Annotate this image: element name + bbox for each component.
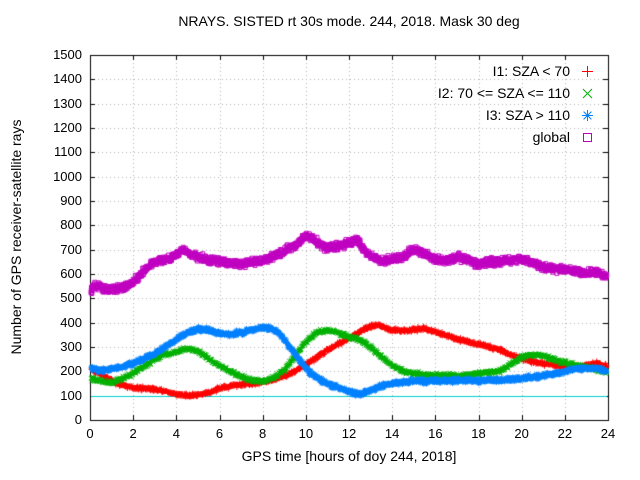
y-tick-label: 900 xyxy=(60,193,82,208)
y-tick-label: 300 xyxy=(60,339,82,354)
legend: I1: SZA < 70 I2: 70 <= SZA <= 110 I3: SZA … xyxy=(438,60,595,148)
y-tick-label: 500 xyxy=(60,290,82,306)
y-tick-label: 700 xyxy=(60,241,82,257)
y-tick-label: 1100 xyxy=(54,144,82,160)
legend-marker-cross-icon xyxy=(580,86,595,101)
legend-marker-square-icon xyxy=(580,130,595,145)
x-tick-label: 8 xyxy=(259,426,267,441)
x-tick-label: 2 xyxy=(129,426,137,441)
y-tick-label: 1000 xyxy=(53,168,82,184)
legend-entry-3: global xyxy=(438,126,595,148)
y-tick-label: 100 xyxy=(60,387,82,403)
x-axis-label: GPS time [hours of doy 244, 2018] xyxy=(241,448,457,464)
y-tick-label: 1400 xyxy=(53,71,82,87)
y-tick-label: 0 xyxy=(74,412,82,427)
x-tick-label: 4 xyxy=(172,426,180,441)
x-tick-label: 18 xyxy=(471,426,486,441)
x-tick-label: 24 xyxy=(600,426,616,441)
y-tick-label: 600 xyxy=(60,266,82,281)
legend-entry-2: I3: SZA > 110 xyxy=(438,104,595,126)
x-tick-label: 0 xyxy=(86,426,94,441)
legend-label: I2: 70 <= SZA <= 110 xyxy=(437,85,570,101)
y-tick-label: 1500 xyxy=(53,47,82,62)
x-tick-label: 16 xyxy=(428,426,443,441)
x-tick-label: 10 xyxy=(298,426,314,441)
x-tick-label: 6 xyxy=(215,426,224,441)
y-tick-label: 400 xyxy=(60,314,82,330)
x-tick-label: 20 xyxy=(514,426,529,441)
x-tick-label: 14 xyxy=(384,426,400,441)
y-tick-label: 800 xyxy=(60,217,82,233)
y-tick-label: 200 xyxy=(60,363,82,379)
x-tick-label: 22 xyxy=(557,426,573,441)
y-tick-label: 1200 xyxy=(53,120,82,135)
legend-entry-1: I2: 70 <= SZA <= 110 xyxy=(438,82,595,104)
legend-entry-0: I1: SZA < 70 xyxy=(438,60,595,82)
y-tick-label: 1300 xyxy=(53,95,82,111)
legend-marker-plus-icon xyxy=(580,64,595,79)
legend-label: global xyxy=(532,129,570,145)
x-tick-label: 12 xyxy=(341,426,357,441)
chart-title: NRAYS. SISTED rt 30s mode. 244, 2018. Ma… xyxy=(178,13,520,29)
legend-label: I1: SZA < 70 xyxy=(492,63,570,79)
legend-marker-asterisk-icon xyxy=(580,108,595,123)
y-axis-label: Number of GPS receiver-satellite rays xyxy=(8,119,24,355)
legend-label: I3: SZA > 110 xyxy=(485,107,570,123)
